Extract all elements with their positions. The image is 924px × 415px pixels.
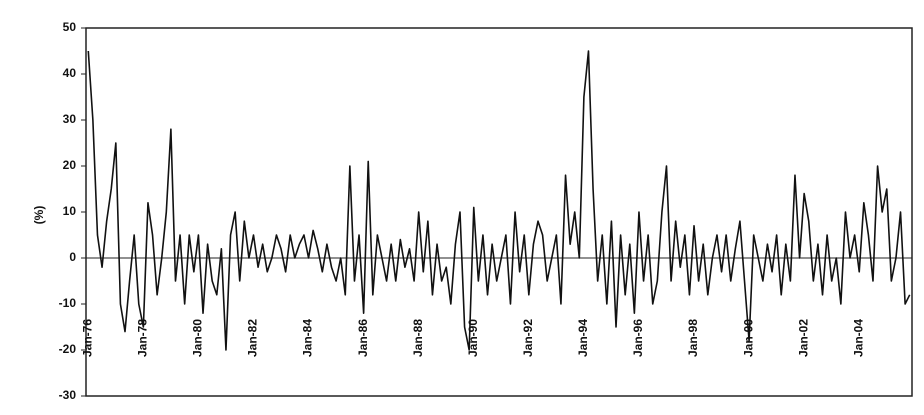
chart: (%) -30-20-1001020304050Jan-76Jan-78Jan-… bbox=[0, 0, 924, 410]
x-tick-label: Jan-84 bbox=[301, 319, 315, 357]
x-tick-label: Jan-04 bbox=[851, 319, 865, 357]
x-tick-label: Jan-86 bbox=[356, 319, 370, 357]
y-tick-label: -20 bbox=[59, 342, 77, 356]
y-tick-label: -10 bbox=[59, 296, 77, 310]
y-tick-label: 0 bbox=[69, 250, 76, 264]
x-tick-label: Jan-76 bbox=[80, 319, 94, 357]
x-tick-label: Jan-94 bbox=[576, 319, 590, 357]
x-tick-label: Jan-02 bbox=[796, 319, 810, 357]
x-tick-label: Jan-90 bbox=[466, 319, 480, 357]
x-tick-label: Jan-96 bbox=[631, 319, 645, 357]
y-tick-label: 20 bbox=[63, 158, 77, 172]
y-tick-label: 40 bbox=[63, 66, 77, 80]
plot-frame bbox=[86, 28, 912, 396]
x-tick-label: Jan-82 bbox=[246, 319, 260, 357]
data-line bbox=[88, 51, 909, 350]
y-tick-label: -30 bbox=[59, 388, 77, 402]
y-tick-label: 30 bbox=[63, 112, 77, 126]
x-tick-label: Jan-98 bbox=[686, 319, 700, 357]
x-tick-label: Jan-80 bbox=[191, 319, 205, 357]
x-tick-label: Jan-88 bbox=[411, 319, 425, 357]
y-tick-label: 10 bbox=[63, 204, 77, 218]
y-tick-label: 50 bbox=[63, 20, 77, 34]
x-tick-label: Jan-92 bbox=[521, 319, 535, 357]
y-axis-label: (%) bbox=[32, 206, 46, 225]
